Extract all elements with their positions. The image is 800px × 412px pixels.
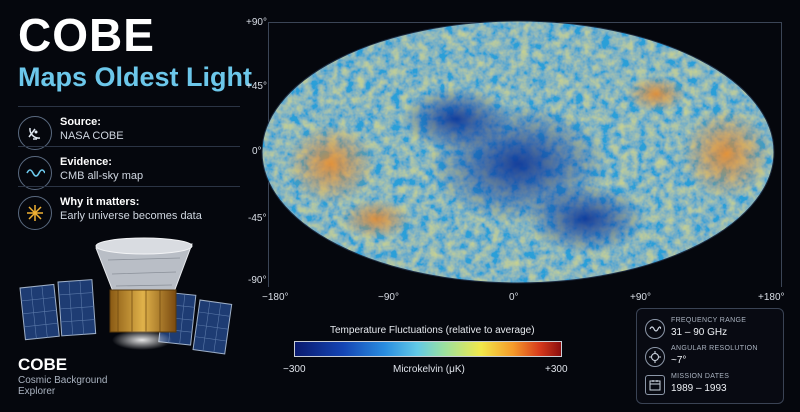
colorbar-max: +300 [545, 364, 568, 375]
divider [18, 146, 240, 147]
lon-tick-label: −180° [262, 292, 289, 303]
info-value: NASA COBE [60, 130, 124, 142]
spec-value: 1989 – 1993 [671, 383, 727, 394]
divider [18, 186, 240, 187]
info-source: Source: NASA COBE [18, 114, 240, 158]
temperature-colorbar [294, 341, 562, 357]
info-evidence: Evidence: CMB all-sky map [18, 154, 240, 198]
lat-tick-label: 0° [252, 146, 262, 157]
mission-specs-panel: FREQUENCY RANGE 31 – 90 GHz ANGULAR RESO… [636, 308, 784, 404]
spec-label: ANGULAR RESOLUTION [671, 345, 758, 352]
spec-resolution: ANGULAR RESOLUTION ~7° [645, 345, 781, 369]
info-value: CMB all-sky map [60, 170, 144, 182]
colorbar-title: Temperature Fluctuations (relative to av… [330, 325, 535, 336]
calendar-icon [645, 375, 665, 395]
lon-tick-label: +180° [758, 292, 785, 303]
spec-label: FREQUENCY RANGE [671, 317, 747, 324]
spec-value: ~7° [671, 355, 687, 366]
spec-value: 31 – 90 GHz [671, 327, 728, 338]
lon-tick-label: 0° [509, 292, 519, 303]
lat-tick-label: +90° [246, 17, 267, 28]
lon-tick-label: +90° [630, 292, 651, 303]
wave-icon [18, 156, 52, 190]
colorbar-min: −300 [283, 364, 306, 375]
page-subtitle: Maps Oldest Light [18, 62, 253, 92]
spec-frequency: FREQUENCY RANGE 31 – 90 GHz [645, 317, 781, 341]
cobe-satellite-illustration [19, 237, 233, 355]
lat-tick-label: +45° [246, 81, 267, 92]
colorbar-unit: Microkelvin (μK) [393, 364, 465, 375]
satellite-full-name: Cosmic Background Explorer [18, 375, 108, 397]
spec-dates: MISSION DATES 1989 – 1993 [645, 373, 781, 397]
info-why: Why it matters: Early universe becomes d… [18, 194, 240, 238]
spec-label: MISSION DATES [671, 373, 730, 380]
info-label: Why it matters: [60, 196, 140, 208]
page-title: COBE [18, 9, 155, 61]
lon-tick-label: −90° [378, 292, 399, 303]
starburst-icon [18, 196, 52, 230]
satellite-name: COBE [18, 355, 68, 374]
info-label: Evidence: [60, 156, 112, 168]
lat-tick-label: -45° [248, 213, 267, 224]
lat-tick-label: -90° [248, 275, 267, 286]
info-label: Source: [60, 116, 101, 128]
wave-icon [645, 319, 665, 339]
satellite-dish-icon [18, 116, 52, 150]
divider [18, 106, 240, 107]
info-value: Early universe becomes data [60, 210, 202, 222]
cmb-sky-map [261, 20, 775, 284]
target-icon [645, 347, 665, 367]
